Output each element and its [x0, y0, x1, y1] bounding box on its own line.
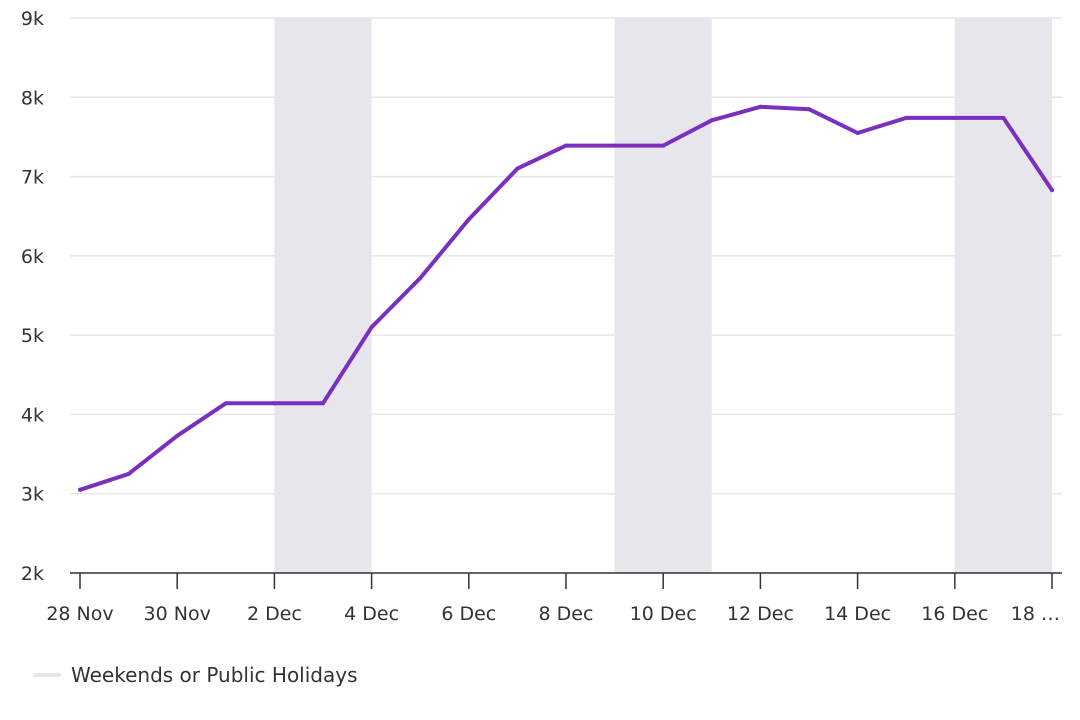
- data-point: [564, 143, 568, 148]
- x-tick-label: 18 …: [1011, 603, 1060, 625]
- x-tick-label: 4 Dec: [344, 603, 399, 625]
- data-point: [321, 401, 325, 406]
- weekend-band-0: [274, 18, 372, 573]
- x-tick-label: 30 Nov: [144, 603, 211, 625]
- data-point: [758, 104, 763, 109]
- y-tick-label: 6k: [21, 246, 44, 268]
- weekend-shading: [274, 18, 1052, 573]
- data-point: [807, 107, 811, 112]
- y-tick-label: 7k: [21, 167, 44, 189]
- data-point: [272, 401, 277, 406]
- data-point: [709, 118, 714, 123]
- gridlines: [70, 17, 1062, 495]
- x-tick-label: 10 Dec: [630, 603, 697, 625]
- legend-swatch-weekends: [33, 673, 61, 677]
- data-point: [904, 115, 909, 120]
- y-tick-label: 2k: [21, 563, 44, 585]
- legend: Weekends or Public Holidays: [33, 663, 358, 687]
- data-point: [661, 143, 666, 148]
- data-point: [78, 487, 82, 492]
- line-chart: 2k 3k 4k 5k 6k 7k 8k 9k 28 Nov 30 Nov 2 Dec 4 Dec 6…: [21, 8, 1062, 625]
- data-point: [1001, 115, 1006, 120]
- y-tick-label: 4k: [21, 404, 44, 426]
- x-tick-label: 2 Dec: [247, 603, 302, 625]
- data-point: [418, 276, 423, 281]
- x-tick-label: 28 Nov: [46, 603, 113, 625]
- y-tick-label: 8k: [21, 87, 44, 109]
- y-axis-labels: 2k 3k 4k 5k 6k 7k 8k 9k: [21, 8, 44, 585]
- x-tick-label: 12 Dec: [727, 603, 794, 625]
- data-point: [369, 325, 374, 330]
- x-tick-label: 6 Dec: [441, 603, 496, 625]
- data-point: [1050, 188, 1054, 193]
- x-axis: [70, 572, 1062, 589]
- y-tick-label: 9k: [21, 8, 44, 30]
- data-point: [126, 471, 131, 476]
- data-point: [612, 143, 617, 148]
- weekend-band-2: [954, 18, 1052, 573]
- data-point: [223, 401, 228, 406]
- series-layer: [78, 104, 1054, 492]
- x-tick-label: 8 Dec: [539, 603, 594, 625]
- data-point: [855, 130, 860, 135]
- x-tick-label: 14 Dec: [824, 603, 891, 625]
- weekend-band-1: [614, 18, 712, 573]
- y-tick-label: 5k: [21, 325, 44, 347]
- legend-label-weekends: Weekends or Public Holidays: [71, 663, 358, 687]
- data-point: [952, 115, 957, 120]
- data-point: [515, 166, 520, 171]
- y-tick-label: 3k: [21, 484, 44, 506]
- series-line-0: [78, 104, 1054, 492]
- x-axis-labels: 28 Nov 30 Nov 2 Dec 4 Dec 6 Dec 8 Dec 10 Dec 12…: [46, 603, 1060, 625]
- data-point: [466, 217, 471, 222]
- x-tick-label: 16 Dec: [921, 603, 988, 625]
- data-point: [175, 433, 180, 438]
